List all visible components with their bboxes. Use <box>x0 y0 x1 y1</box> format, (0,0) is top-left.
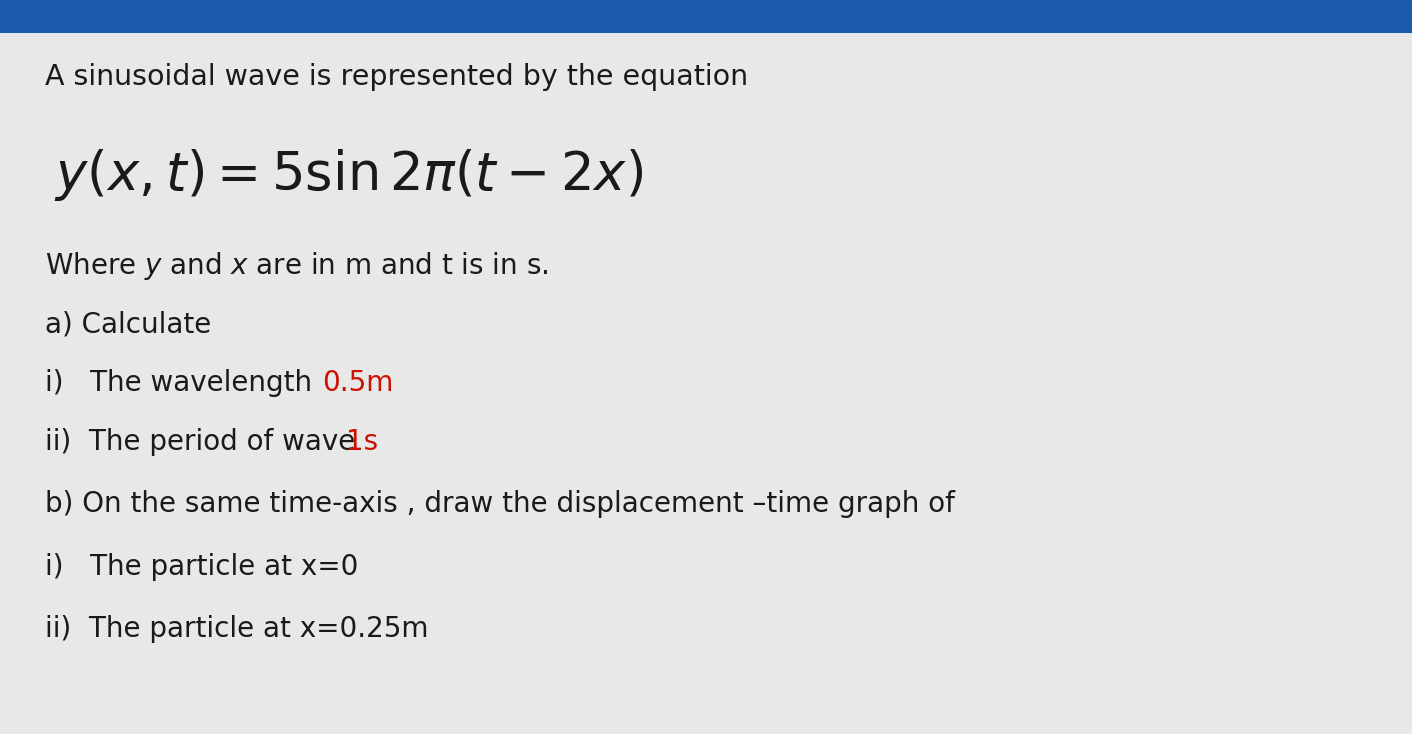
Text: i)   The particle at x=0: i) The particle at x=0 <box>45 553 359 581</box>
Text: ii)  The particle at x=0.25m: ii) The particle at x=0.25m <box>45 615 429 643</box>
Text: i)   The wavelength: i) The wavelength <box>45 369 312 397</box>
Bar <box>0 0 1412 33</box>
Text: Where $y$ and $x$ are in m and t is in s.: Where $y$ and $x$ are in m and t is in s… <box>45 250 548 282</box>
Text: a) Calculate: a) Calculate <box>45 310 212 338</box>
Text: 1s: 1s <box>346 428 378 456</box>
Text: 0.5m: 0.5m <box>322 369 394 397</box>
Text: ii)  The period of wave: ii) The period of wave <box>45 428 356 456</box>
Text: b) On the same time-axis , draw the displacement –time graph of: b) On the same time-axis , draw the disp… <box>45 490 955 518</box>
Text: $y(x,t) = 5\sin 2\pi(t - 2x)$: $y(x,t) = 5\sin 2\pi(t - 2x)$ <box>54 147 642 203</box>
Text: A sinusoidal wave is represented by the equation: A sinusoidal wave is represented by the … <box>45 63 748 91</box>
